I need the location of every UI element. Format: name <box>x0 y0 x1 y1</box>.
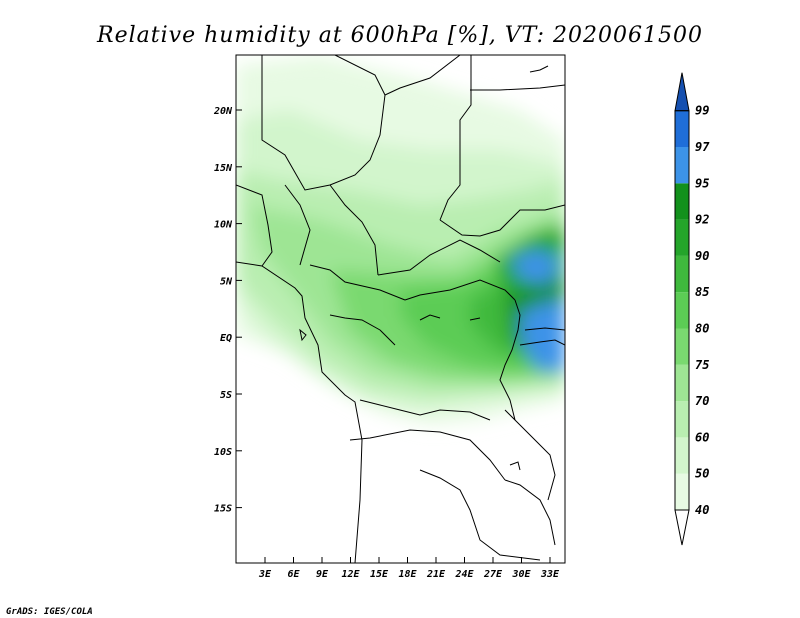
colorbar-band <box>675 110 689 147</box>
plot-frame <box>235 54 566 564</box>
colorbar-label: 60 <box>695 430 709 444</box>
x-tick-label: 6E <box>287 569 300 580</box>
y-tick-label: 5S <box>220 390 232 401</box>
x-tick-label: 18E <box>398 569 417 580</box>
colorbar-band <box>675 183 689 220</box>
colorbar-label: 70 <box>695 394 709 408</box>
map-title: Relative humidity at 600hPa [%], VT: 202… <box>96 23 703 48</box>
colorbar-label: 50 <box>695 467 709 481</box>
y-tick-label: 20N <box>213 106 233 117</box>
grads-credit: GrADS: IGES/COLA <box>6 607 93 617</box>
colorbar-band <box>675 437 689 474</box>
colorbar-frame <box>674 110 690 511</box>
x-tick-label: 33E <box>540 569 560 580</box>
colorbar-label: 97 <box>695 140 710 154</box>
colorbar-band <box>675 147 689 184</box>
y-tick-label: 10N <box>214 220 233 231</box>
colorbar-band <box>675 401 689 438</box>
y-tick-label: EQ <box>220 333 232 344</box>
y-tick-label: 10S <box>214 447 232 458</box>
colorbar-label: 90 <box>695 249 709 263</box>
colorbar-label: 99 <box>695 104 709 118</box>
colorbar-label: 75 <box>695 358 709 372</box>
plot-area <box>235 54 566 564</box>
rh-region-97 <box>510 248 560 285</box>
colorbar-label: 85 <box>695 285 709 299</box>
colorbar-bottom-arrow <box>674 509 690 546</box>
colorbar-band <box>675 292 689 329</box>
colorbar-band <box>675 255 689 293</box>
colorbar-band <box>675 328 689 365</box>
colorbar: 40 50 60 70 75 80 85 90 92 95 97 99 <box>674 72 710 546</box>
colorbar-label: 95 <box>695 176 709 190</box>
y-tick-label: 15N <box>214 163 233 174</box>
colorbar-label: 80 <box>695 322 709 336</box>
y-tick-label: 5N <box>220 276 233 287</box>
x-tick-label: 27E <box>483 569 503 580</box>
rh-region-97b <box>520 300 565 372</box>
x-axis-ticks: 3E 6E 9E 12E 15E 18E 21E 24E 27E 30E 33E <box>258 557 560 580</box>
x-tick-label: 15E <box>370 569 389 580</box>
y-tick-label: 15S <box>214 504 232 515</box>
colorbar-band <box>675 219 689 256</box>
colorbar-label: 40 <box>695 503 709 517</box>
x-tick-label: 3E <box>258 569 272 580</box>
humidity-field <box>236 55 565 425</box>
x-tick-label: 21E <box>426 569 446 580</box>
x-tick-label: 24E <box>454 569 474 580</box>
x-tick-label: 12E <box>341 569 360 580</box>
colorbar-label: 92 <box>695 213 709 227</box>
x-tick-label: 9E <box>316 569 329 580</box>
colorbar-band <box>675 473 689 510</box>
colorbar-band <box>675 364 689 402</box>
country-borders <box>236 55 565 563</box>
y-axis-ticks: 20N 15N 10N 5N EQ 5S 10S 15S <box>213 106 242 515</box>
colorbar-top-arrow <box>674 72 690 112</box>
x-tick-label: 30E <box>511 569 531 580</box>
